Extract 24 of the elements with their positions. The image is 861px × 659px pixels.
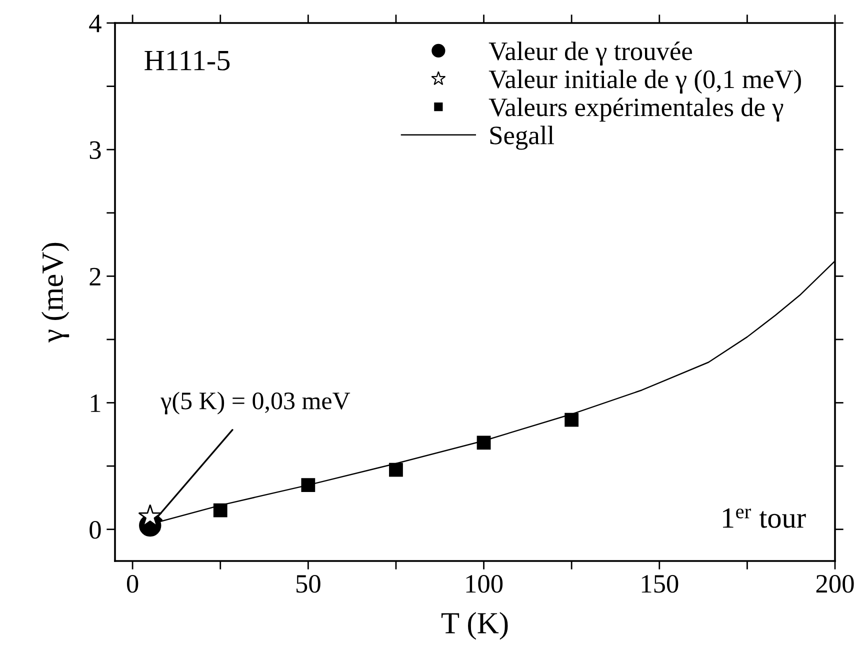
x-tick-label: 100 — [466, 574, 503, 593]
x-tick-label: 200 — [816, 574, 854, 593]
point — [476, 436, 491, 450]
x-tick-label: 0 — [126, 574, 138, 593]
annotation: 1$^{er}$ tour — [723, 508, 806, 528]
point — [213, 503, 228, 518]
point — [301, 478, 316, 492]
annotation: H111-5 — [144, 50, 230, 70]
point — [389, 462, 403, 477]
y-tick-label: 0 — [90, 520, 101, 539]
legend-label: Valeur de γ trouvée — [488, 42, 692, 66]
x-tick-label: 50 — [296, 574, 320, 593]
annotation: γ(5 K) = 0,03 meV — [160, 392, 350, 414]
point — [564, 412, 579, 427]
y-tick-label: 2 — [90, 268, 100, 286]
legend-label: Valeur initiale de γ (0,1 meV) — [488, 70, 801, 94]
legend-label: Segall — [490, 126, 554, 150]
x-tick-label: 150 — [642, 574, 678, 593]
legend-label: Valeurs expérimentales de γ — [488, 98, 784, 122]
y-tick-label: 3 — [90, 141, 101, 160]
y-axis-title: γ (meV) — [41, 242, 70, 342]
y-tick-label: 1 — [90, 394, 100, 412]
x-axis-title: T (K) — [441, 612, 508, 640]
y-tick-label: 4 — [89, 14, 102, 32]
